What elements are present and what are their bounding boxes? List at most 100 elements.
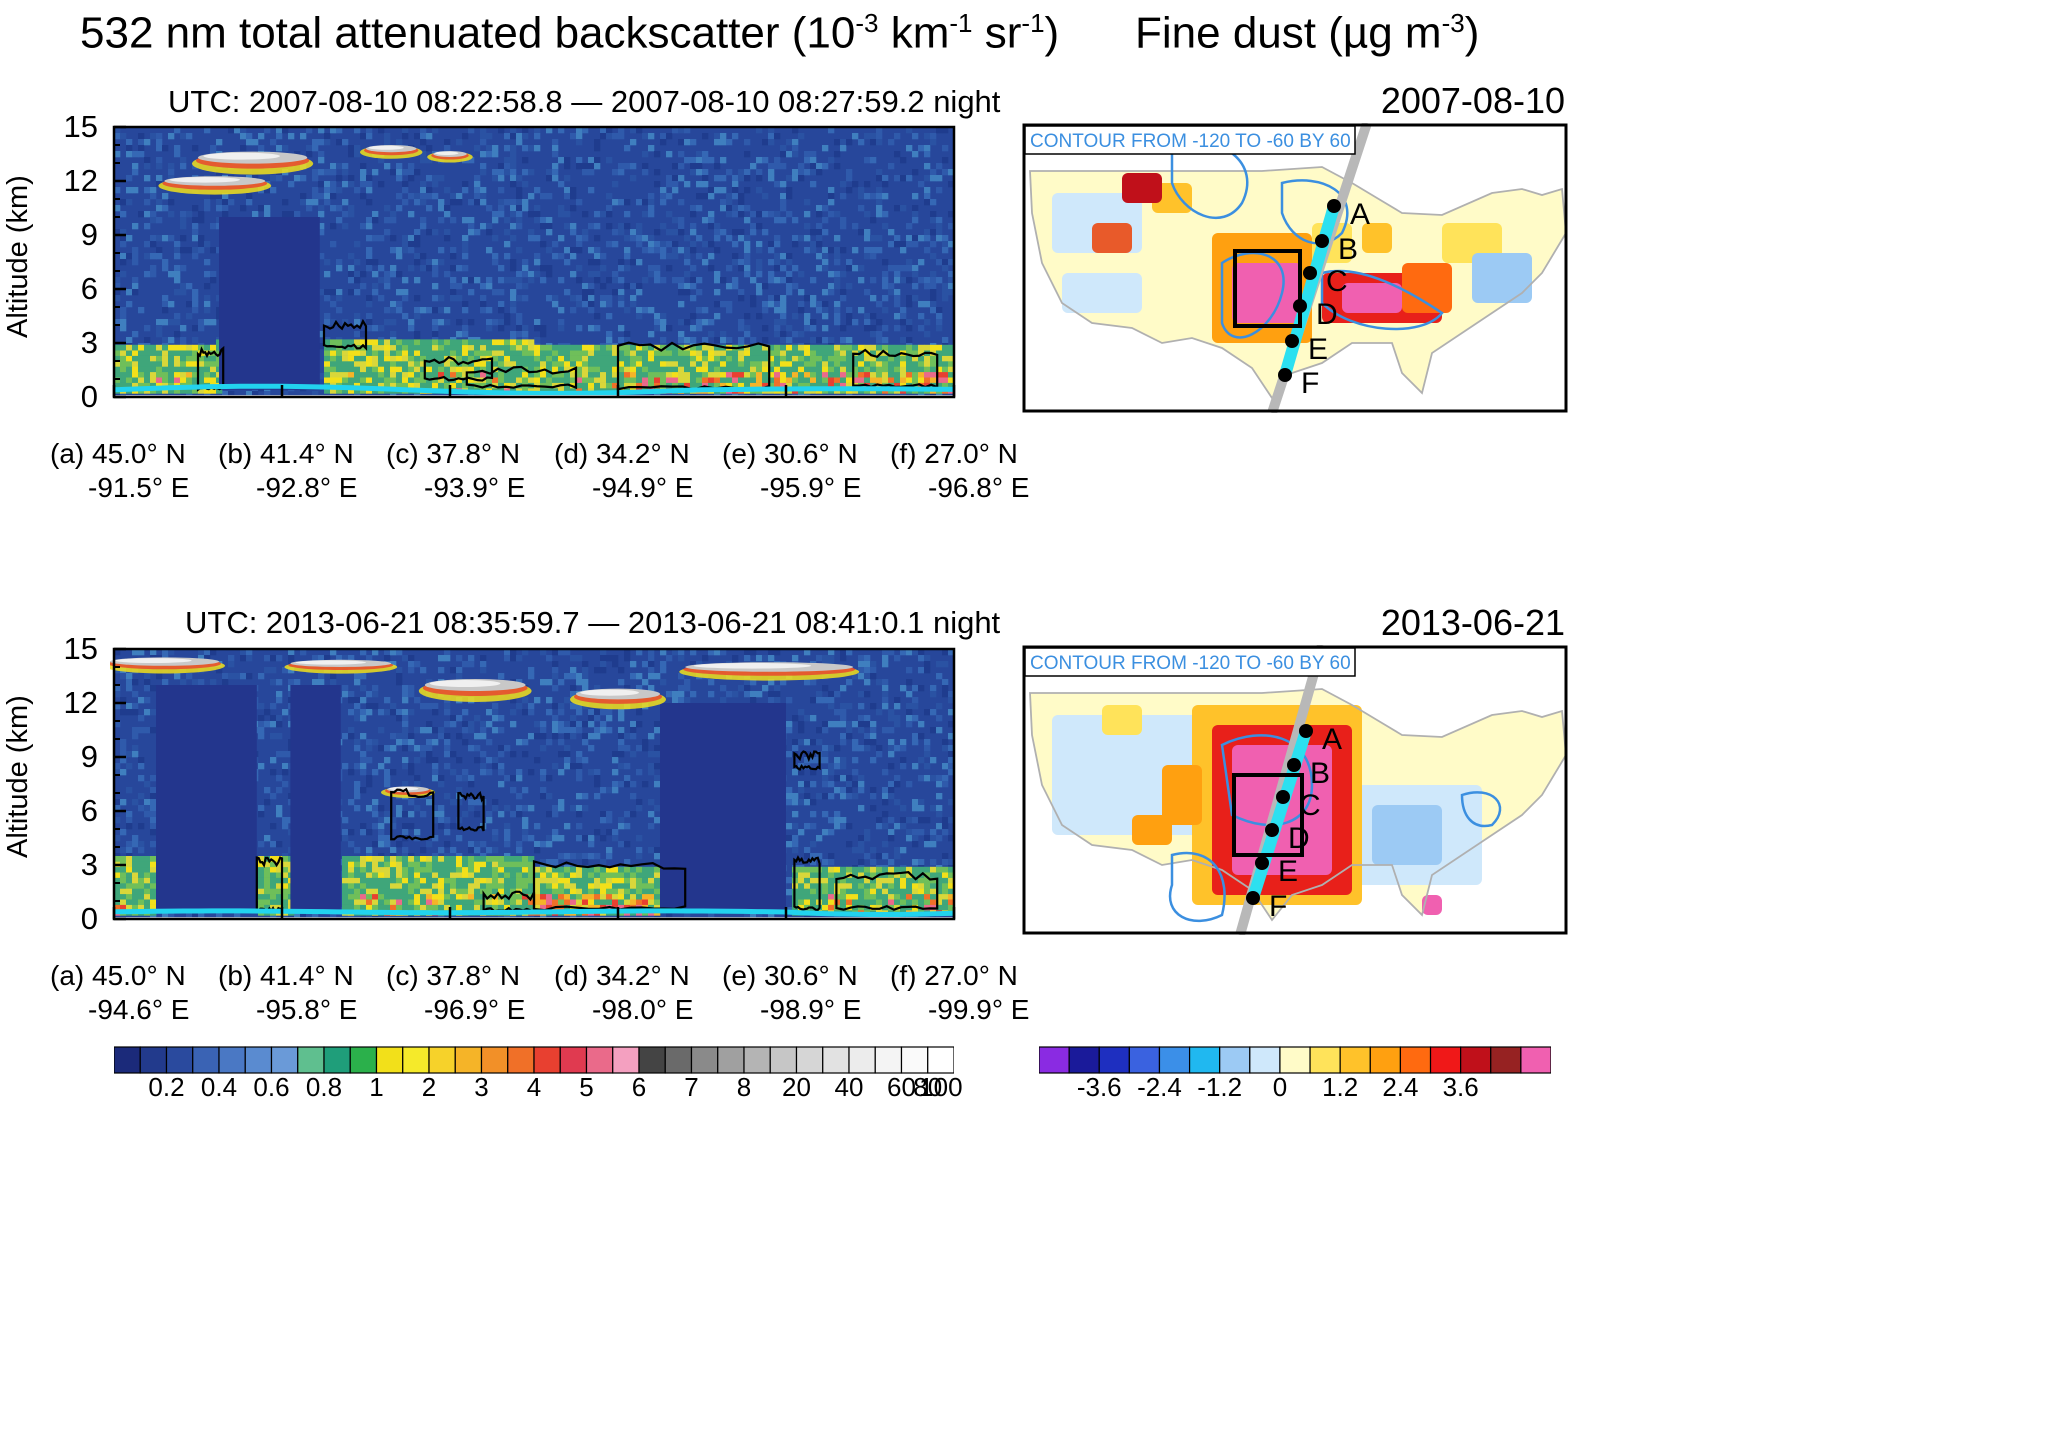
- colorbar-1-swatch: [585, 1046, 614, 1074]
- xtick-lon: -99.9° E: [928, 994, 1030, 1025]
- curtain-2-dust-contour: [835, 871, 939, 911]
- colorbar-1-swatch: [848, 1046, 876, 1074]
- map-2-border: [1029, 688, 1567, 922]
- colorbar-1-swatch: [270, 1046, 299, 1074]
- right-title: Fine dust (µg m-3): [1135, 8, 1479, 59]
- curtain-2-attenuated-column: [290, 685, 341, 912]
- colorbar-2-swatch: [1490, 1046, 1522, 1074]
- colorbar-1-swatch: [690, 1046, 719, 1074]
- map-1-contour: [1220, 251, 1285, 339]
- curtain-2-attenuated-column: [156, 685, 257, 912]
- map-1-dust-cell: [1362, 223, 1392, 253]
- xtick-lon: -94.6° E: [88, 994, 190, 1025]
- map-1-dust-cell: [1092, 223, 1132, 253]
- curtain-2-ytick-label: 9: [80, 739, 98, 774]
- curtain-2-ytick-label: 15: [63, 631, 98, 666]
- curtain-1-ytick-label: 0: [80, 379, 98, 414]
- curtain-1-ylabel: Altitude (km): [2, 175, 34, 338]
- curtain-1-surface: [113, 383, 955, 396]
- colorbar-1-swatch: [638, 1046, 666, 1074]
- colorbar-1-swatch: [165, 1046, 194, 1074]
- right-title-end: ): [1464, 8, 1480, 58]
- colorbar-2-swatch: [1068, 1046, 1100, 1074]
- map-2-dust-cell: [1102, 705, 1142, 735]
- curtain-2-frame: [112, 647, 956, 921]
- curtain-2-ytick-label: 6: [80, 793, 98, 828]
- xtick-lon: -95.8° E: [256, 994, 358, 1025]
- colorbar-1-swatch: [795, 1046, 824, 1074]
- curtain-1-xtick-label: (f) 27.0° N -96.8° E: [890, 437, 1029, 505]
- xtick-lat: (e) 30.6° N: [722, 438, 858, 469]
- colorbar-1-label: 20: [782, 1072, 811, 1102]
- xtick-lat: (e) 30.6° N: [722, 960, 858, 991]
- map-1-track-label: A: [1350, 198, 1370, 231]
- map-2-dust-cell: [1422, 895, 1442, 915]
- colorbar-2-label: 2.4: [1382, 1072, 1419, 1102]
- xtick-lat: (b) 41.4° N: [218, 438, 354, 469]
- curtain-1-dust-contour: [322, 318, 368, 351]
- xtick-lon: -92.8° E: [256, 472, 358, 503]
- map-1-track-point: [1315, 234, 1329, 248]
- colorbar-1-swatch: [454, 1046, 483, 1074]
- map-1-contour-note: CONTOUR FROM -120 TO -60 BY 60: [1030, 131, 1351, 152]
- colorbar-1-swatch: [822, 1046, 850, 1074]
- map-2-dust-cell: [1372, 805, 1442, 865]
- colorbar-2-swatch: [1039, 1046, 1070, 1074]
- map-1-dust-cell: [1062, 273, 1142, 313]
- curtain-2-dust-contour: [532, 859, 687, 912]
- curtain-1-ytick-label: 3: [80, 325, 98, 360]
- curtain-1-attenuated-column: [219, 217, 320, 390]
- colorbar-2-label: -1.2: [1197, 1072, 1243, 1102]
- map-1-dust-cell: [1342, 283, 1402, 313]
- colorbar-2-swatch: [1309, 1046, 1341, 1074]
- map-2-study-box: [1232, 773, 1304, 857]
- curtain-1-xtick-label: (a) 45.0° N -91.5° E: [50, 437, 189, 505]
- colorbar-1-swatch: [114, 1046, 141, 1074]
- colorbar-2-label: 1.2: [1322, 1072, 1359, 1102]
- curtain-2-xtick-label: (b) 41.4° N -95.8° E: [218, 959, 357, 1027]
- map-2-frame: [1022, 645, 1568, 935]
- colorbar-1-label: 100: [919, 1072, 963, 1102]
- map-1-frame: [1022, 123, 1568, 413]
- colorbar-1-label: 40: [834, 1072, 864, 1102]
- right-title-text: Fine dust (µg m: [1135, 8, 1442, 58]
- curtain-1-dust-contour: [465, 365, 578, 390]
- xtick-lat: (f) 27.0° N: [890, 438, 1018, 469]
- colorbar-2-swatch: [1399, 1046, 1432, 1074]
- map-2-track-point: [1299, 724, 1313, 738]
- colorbar-2-swatch: [1188, 1046, 1221, 1074]
- xtick-lat: (a) 45.0° N: [50, 438, 186, 469]
- colorbar-1-label: 1: [369, 1072, 384, 1102]
- map-2-track-point: [1276, 790, 1290, 804]
- map-2-track-point: [1265, 823, 1279, 837]
- curtain-1-ytick-label: 6: [80, 271, 98, 306]
- right-title-exp: -3: [1441, 8, 1465, 38]
- colorbar-2-swatch: [1460, 1046, 1492, 1074]
- left-title-exp2: -1: [949, 8, 973, 38]
- left-title-mid: km: [878, 8, 950, 58]
- colorbar-2-swatch: [1158, 1046, 1191, 1074]
- colorbar-1-swatch: [349, 1046, 378, 1074]
- curtain-2-dust-contour: [793, 750, 821, 771]
- xtick-lon: -91.5° E: [88, 472, 190, 503]
- colorbar-1-swatch: [717, 1046, 745, 1074]
- colorbar-1-label: 5: [579, 1072, 594, 1102]
- xtick-lon: -95.9° E: [760, 472, 862, 503]
- curtain-1-xtick-label: (e) 30.6° N -95.9° E: [722, 437, 861, 505]
- map-1-dust-cell: [1402, 263, 1452, 313]
- colorbar-1-label: 60: [887, 1072, 916, 1102]
- colorbar-1-swatch: [612, 1046, 640, 1074]
- colorbar-1-swatch: [743, 1046, 771, 1074]
- colorbar-1-swatch: [139, 1046, 168, 1074]
- map-1-track-label: E: [1308, 333, 1328, 366]
- colorbar-dust: [1039, 1046, 1551, 1074]
- colorbar-1-swatch: [664, 1046, 693, 1074]
- xtick-lat: (d) 34.2° N: [554, 960, 690, 991]
- curtain-1-dust-contour: [616, 341, 771, 391]
- curtain-2-field: [110, 649, 955, 920]
- colorbar-1-swatch: [297, 1046, 325, 1074]
- colorbar-1-swatch: [480, 1046, 509, 1074]
